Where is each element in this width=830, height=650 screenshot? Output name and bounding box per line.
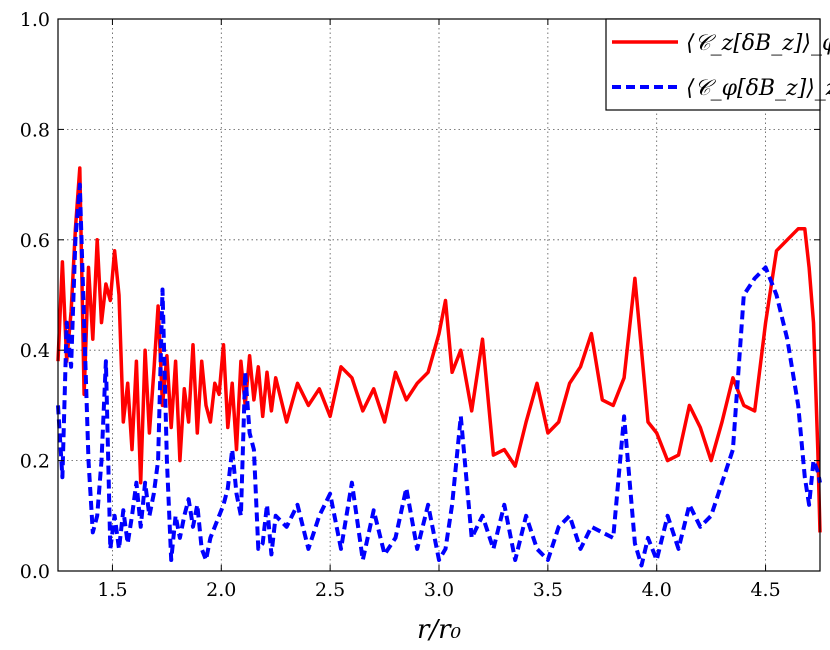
legend-label-series-1: ⟨𝒞_φ[δB_z]⟩_z — [686, 76, 830, 101]
series-line-1 — [56, 182, 822, 568]
x-tick-label: 2.0 — [206, 579, 236, 601]
x-tick-label: 4.5 — [750, 579, 780, 601]
legend: ⟨𝒞_z[δB_z]⟩_φ ⟨𝒞_φ[δB_z]⟩_z — [605, 18, 830, 111]
tick-labels: 1.5 2.0 2.5 3.0 3.5 4.0 4.5 0.0 0.2 0.4 0.6 0.8 1.0 — [20, 9, 781, 601]
x-tick-label: 4.0 — [642, 579, 672, 601]
y-tick-label: 0.4 — [20, 340, 50, 362]
y-tick-label: 1.0 — [20, 9, 50, 31]
legend-label-series-0: ⟨𝒞_z[δB_z]⟩_φ — [686, 31, 830, 56]
legend-box — [605, 18, 821, 111]
x-axis-label: r/r₀ — [417, 615, 462, 645]
y-tick-label: 0.2 — [20, 451, 50, 473]
y-tick-label: 0.8 — [20, 119, 50, 141]
x-tick-label: 2.5 — [315, 579, 345, 601]
x-tick-label: 1.5 — [97, 579, 127, 601]
x-tick-label: 3.5 — [533, 579, 563, 601]
series-line-0 — [56, 166, 822, 533]
y-tick-label: 0.6 — [20, 230, 50, 252]
x-tick-label: 3.0 — [424, 579, 454, 601]
series-layer — [56, 166, 822, 568]
y-tick-label: 0.0 — [20, 561, 50, 583]
